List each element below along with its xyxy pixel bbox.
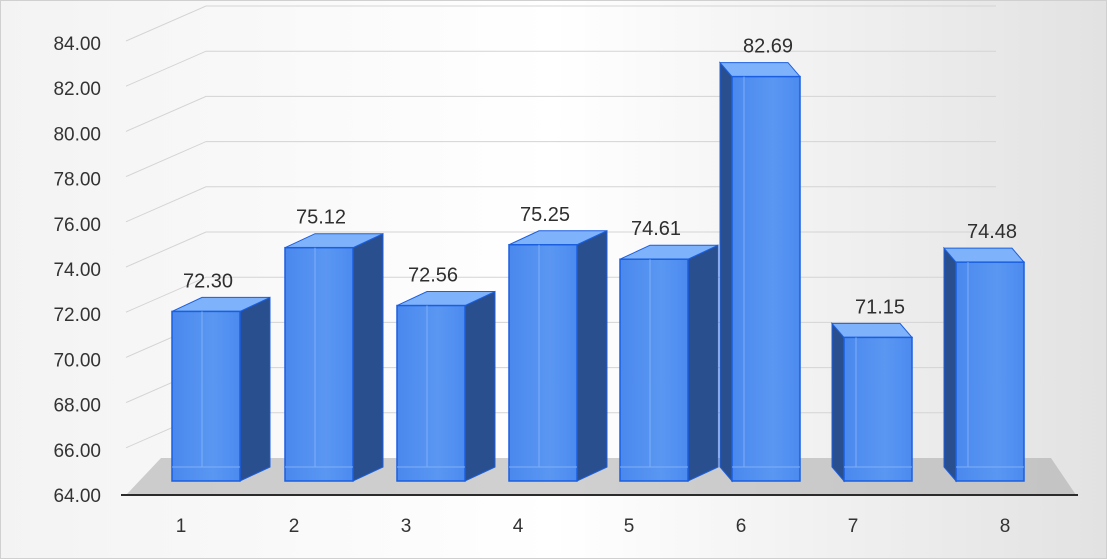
x-tick-label: 5 — [624, 516, 635, 537]
bar-front-face — [843, 336, 913, 482]
bar-front-face — [171, 310, 241, 482]
bar-side-face — [464, 290, 496, 482]
y-tick-label: 68.00 — [53, 396, 101, 417]
data-label: 71.15 — [855, 296, 905, 318]
y-axis-tick-labels: 64.00 66.00 68.00 70.00 72.00 74.00 76.00 78.00… — [53, 34, 101, 507]
y-tick-label: 74.00 — [53, 260, 101, 281]
y-tick-label: 78.00 — [53, 170, 101, 191]
x-tick-label: 3 — [401, 516, 412, 537]
bar-side-face — [352, 232, 384, 482]
x-tick-label: 7 — [848, 516, 859, 537]
bar — [619, 244, 719, 482]
y-tick-label: 64.00 — [53, 486, 101, 507]
y-tick-label: 84.00 — [53, 34, 101, 55]
bar-side-face — [576, 229, 608, 482]
bar — [284, 232, 384, 482]
bar-front-face — [619, 258, 689, 482]
bar-side-face — [719, 61, 733, 483]
y-tick-label: 80.00 — [53, 124, 101, 145]
y-tick-label: 70.00 — [53, 350, 101, 371]
bar — [830, 322, 914, 483]
bar-side-face — [831, 322, 845, 483]
bar-front-face — [396, 304, 466, 482]
bar-front-face — [955, 261, 1025, 482]
bar-top-face — [718, 62, 802, 78]
x-axis-tick-labels: 1 2 3 4 5 6 7 8 — [176, 516, 1011, 537]
bar — [718, 61, 802, 483]
bar-series: 72.30 75.12 72.56 75.25 74.61 82.69 71.15 74.48 — [171, 36, 1026, 483]
bar-front-face — [508, 244, 578, 482]
x-tick-label: 2 — [289, 516, 300, 537]
bar-side-face — [239, 296, 271, 482]
data-label: 75.25 — [520, 204, 570, 226]
data-label: 72.56 — [408, 265, 458, 287]
bar-top-face — [942, 247, 1026, 263]
data-label: 82.69 — [743, 36, 793, 58]
data-label: 74.48 — [967, 221, 1017, 243]
x-tick-label: 6 — [736, 516, 747, 537]
x-tick-label: 1 — [176, 516, 187, 537]
bar-top-face — [830, 322, 914, 338]
data-label: 75.12 — [296, 207, 346, 229]
y-tick-label: 66.00 — [53, 441, 101, 462]
bar-side-face — [687, 244, 719, 482]
y-tick-label: 82.00 — [53, 79, 101, 100]
data-label: 72.30 — [183, 270, 233, 292]
x-tick-label: 8 — [1000, 516, 1011, 537]
gridline — [125, 50, 996, 87]
bar-side-face — [943, 246, 957, 483]
data-label: 74.61 — [631, 218, 681, 240]
bar-front-face — [284, 246, 354, 482]
bar — [396, 290, 496, 482]
bar — [171, 296, 271, 482]
y-tick-label: 72.00 — [53, 305, 101, 326]
bar — [942, 246, 1026, 483]
gridline — [125, 5, 996, 42]
bar — [508, 229, 608, 482]
bar-front-face — [731, 75, 801, 482]
y-tick-label: 76.00 — [53, 215, 101, 236]
x-tick-label: 4 — [513, 516, 524, 537]
